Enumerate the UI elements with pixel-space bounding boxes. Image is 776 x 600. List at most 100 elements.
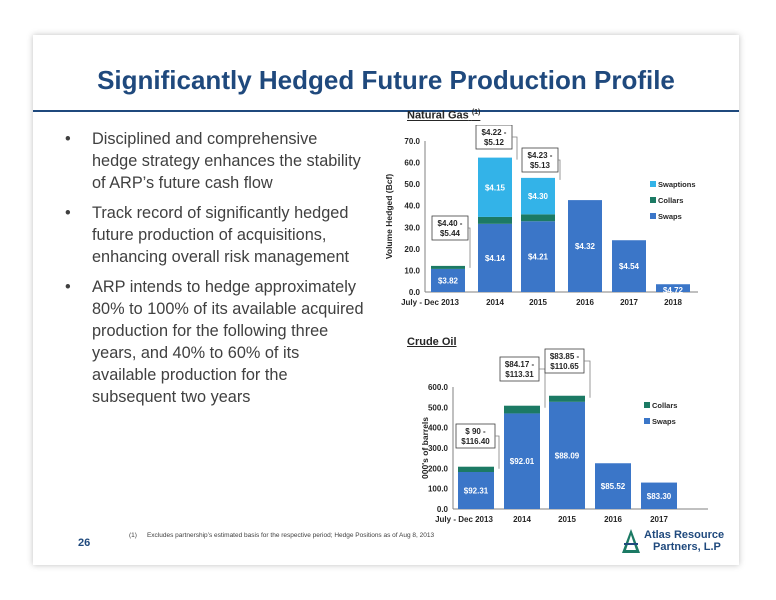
price-callout-text: $116.40 xyxy=(461,437,490,446)
data-label: $4.21 xyxy=(528,253,549,262)
bar-swaps xyxy=(549,401,585,509)
y-tick-label: 100.0 xyxy=(428,485,449,494)
gas-chart-title: Natural Gas (1) xyxy=(407,109,480,122)
price-callout-text: $ 90 - xyxy=(465,427,486,436)
price-callout-text: $113.31 xyxy=(505,370,534,379)
legend-label-swaptions: Swaptions xyxy=(658,180,696,189)
x-tick-label: 2015 xyxy=(558,515,576,524)
price-callout-text: $4.23 - xyxy=(528,151,553,160)
footnote-text: Excludes partnership’s estimated basis f… xyxy=(146,532,435,539)
x-tick-label: 2016 xyxy=(576,298,594,307)
legend-label-swaps: Swaps xyxy=(658,212,682,221)
price-callout-text: $83.85 - xyxy=(550,352,580,361)
data-label: $88.09 xyxy=(555,451,580,460)
callout-connector xyxy=(539,368,546,408)
bar-collars xyxy=(478,216,512,224)
callout-connector xyxy=(468,227,471,268)
swaption-price-label: $4.02 xyxy=(438,255,459,264)
y-tick-label: 0.0 xyxy=(437,505,449,514)
crude-oil-chart: 0.0 100.0 200.0 300.0 400.0 500.0 600.0 000's o… xyxy=(420,348,708,524)
callout-connector xyxy=(558,159,561,180)
y-tick-label: 200.0 xyxy=(428,464,449,473)
bullet-item: • ARP intends to hedge approximately 80% … xyxy=(65,276,365,408)
data-label: $4.72 xyxy=(663,286,684,295)
x-tick-label: 2014 xyxy=(513,515,531,524)
bullet-text: Track record of significantly hedged fut… xyxy=(92,204,350,266)
bullet-text: ARP intends to hedge approximately 80% t… xyxy=(92,278,364,406)
price-callout-text: $4.22 - xyxy=(482,128,507,137)
bar-swaps xyxy=(612,240,646,292)
bullet-icon: • xyxy=(65,278,71,296)
price-callout-text: $110.65 xyxy=(550,362,579,371)
bar-collars xyxy=(431,265,465,269)
gas-chart-footnote-marker: (1) xyxy=(471,109,481,116)
price-callout-text: $84.17 - xyxy=(505,360,535,369)
y-tick-label: 50.0 xyxy=(404,180,420,189)
data-label: $83.30 xyxy=(647,492,672,501)
bullet-item: • Disciplined and comprehensive hedge str… xyxy=(65,128,365,194)
bar-collars xyxy=(549,395,585,402)
data-label: $85.52 xyxy=(601,482,626,491)
page-number: 26 xyxy=(78,537,91,549)
legend-swatch-collars xyxy=(650,197,656,203)
price-callout-box xyxy=(499,356,540,382)
x-tick-label: 2017 xyxy=(650,515,668,524)
bar-collars xyxy=(521,214,555,222)
title-divider xyxy=(33,110,739,112)
bar-collars xyxy=(458,466,494,472)
price-callout-text: $5.44 xyxy=(440,229,461,238)
callout-connector xyxy=(495,435,500,469)
legend-swatch-swaps xyxy=(644,418,650,424)
data-label: $4.32 xyxy=(575,242,596,251)
y-tick-label: 60.0 xyxy=(404,159,420,168)
bar-swaps xyxy=(595,463,631,509)
y-tick-label: 30.0 xyxy=(404,223,420,232)
callout-connector xyxy=(584,360,591,398)
company-logo: Atlas Resource Partners, L.P xyxy=(621,528,731,558)
y-tick-label: 20.0 xyxy=(404,245,420,254)
bar-swaps xyxy=(431,268,465,292)
bar-swaps xyxy=(568,200,602,292)
x-tick-label: 2018 xyxy=(664,298,682,307)
bullet-icon: • xyxy=(65,204,71,222)
y-tick-label: 600.0 xyxy=(428,383,449,392)
data-label: $92.01 xyxy=(510,457,535,466)
y-axis-label: Volume Hedged (Bcf) xyxy=(384,174,394,259)
y-tick-label: 0.0 xyxy=(409,288,421,297)
bar-swaptions xyxy=(521,177,555,215)
bullet-item: • Track record of significantly hedged fu… xyxy=(65,202,365,268)
bar-swaps xyxy=(478,223,512,292)
slide-title: Significantly Hedged Future Production P… xyxy=(97,65,675,95)
y-tick-label: 300.0 xyxy=(428,444,449,453)
gas-chart-title-text: Natural Gas xyxy=(407,109,469,122)
legend-swatch-collars xyxy=(644,402,650,408)
footnote: (1) Excludes partnership’s estimated basi… xyxy=(129,532,444,539)
price-callout-text: $5.12 xyxy=(484,138,505,147)
legend-swatch-swaptions xyxy=(650,181,656,187)
slide: Significantly Hedged Future Production P… xyxy=(33,35,739,565)
legend-label-collars: Collars xyxy=(658,196,683,205)
bar-swaps xyxy=(641,482,677,509)
bar-collars xyxy=(504,405,540,414)
logo-line-1: Atlas Resource xyxy=(644,529,725,541)
data-label: $4.14 xyxy=(485,254,506,263)
x-tick-label: 2016 xyxy=(604,515,622,524)
price-callout-box xyxy=(521,147,559,173)
bar-swaps xyxy=(458,471,494,509)
bullet-text: Disciplined and comprehensive hedge stra… xyxy=(92,130,361,192)
price-callout-box xyxy=(475,125,513,150)
logo-line-2: Partners, L.P xyxy=(653,541,721,553)
x-tick-label: 2015 xyxy=(529,298,547,307)
bar-swaps xyxy=(504,413,540,509)
price-callout-box xyxy=(544,348,585,374)
x-tick-label: July - Dec 2013 xyxy=(401,298,459,307)
natural-gas-chart: 0.0 10.0 20.0 30.0 40.0 50.0 60.0 70.0 Volume He… xyxy=(384,125,698,307)
bullet-icon: • xyxy=(65,130,71,148)
price-callout-box xyxy=(431,215,469,241)
legend-label-collars: Collars xyxy=(652,401,677,410)
y-axis-label: 000's of barrels xyxy=(420,417,430,479)
atlas-logo-icon xyxy=(622,529,640,553)
legend-swatch-swaps xyxy=(650,213,656,219)
y-tick-label: 500.0 xyxy=(428,403,449,412)
legend-label-swaps: Swaps xyxy=(652,417,676,426)
